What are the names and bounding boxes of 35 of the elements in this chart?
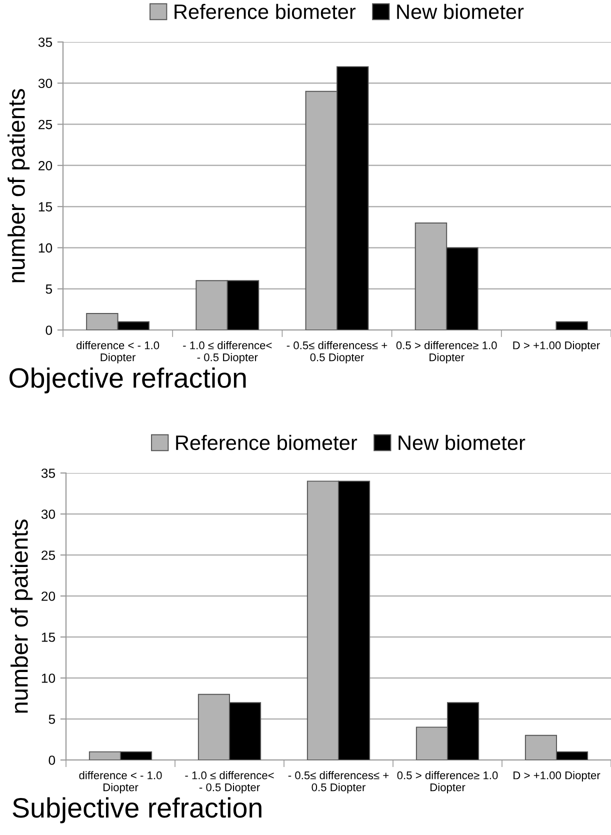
x-axis-title: Objective refraction — [10, 367, 246, 394]
y-tick-label: 5 — [46, 284, 52, 294]
legend-label: Reference biometer — [174, 4, 356, 20]
legend-label: New biometer — [397, 4, 524, 20]
x-tick-label: D > +1.00 Diopter — [513, 341, 600, 352]
y-tick-label: 25 — [42, 550, 56, 560]
y-tick-label: 35 — [38, 38, 52, 47]
y-tick-label: 20 — [38, 160, 52, 170]
legend-label: New biometer — [398, 434, 526, 450]
y-tick-label: 0 — [46, 326, 52, 335]
x-tick-label: 0.5 > difference≥ 1.0 Diopter — [396, 341, 497, 364]
y-tick-label: 0 — [48, 756, 56, 765]
x-tick-label: D > +1.00 Diopter — [514, 771, 600, 782]
x-tick-label: - 0.5≤ differences≤ + 0.5 Diopter — [288, 771, 389, 794]
x-tick-label: - 1.0 ≤ difference< - 0.5 Diopter — [185, 771, 274, 794]
y-tick-label: 10 — [38, 243, 52, 253]
y-tick-label: 30 — [38, 78, 52, 88]
legend-label: Reference biometer — [176, 434, 358, 450]
x-tick-label: difference < - 1.0 Diopter — [76, 341, 160, 364]
y-axis-title: number of patients — [8, 89, 30, 282]
y-tick-label: 15 — [42, 632, 56, 642]
x-tick-label: difference < - 1.0 Diopter — [79, 771, 162, 794]
bar — [556, 321, 588, 330]
y-axis-title: number of patients — [10, 520, 33, 713]
y-tick-label: 10 — [42, 674, 56, 683]
y-tick-label: 15 — [38, 202, 52, 212]
y-tick-label: 25 — [38, 120, 52, 130]
x-tick-label: - 1.0 ≤ difference< - 0.5 Diopter — [183, 341, 272, 364]
y-tick-label: 35 — [41, 468, 56, 478]
x-tick-label: 0.5 > difference≥ 1.0 Diopter — [397, 771, 498, 794]
y-tick-label: 5 — [48, 714, 56, 724]
y-tick-label: 20 — [42, 592, 56, 601]
y-tick-label: 30 — [41, 510, 56, 519]
x-tick-label: - 0.5≤ differences≤ + 0.5 Diopter — [286, 341, 388, 364]
x-axis-title: Subjective refraction — [12, 797, 262, 824]
